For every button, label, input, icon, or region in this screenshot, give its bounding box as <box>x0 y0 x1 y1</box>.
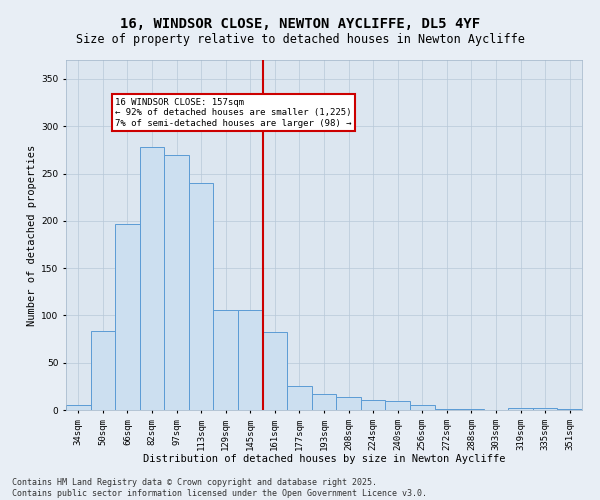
Bar <box>312 394 336 410</box>
Bar <box>238 310 263 410</box>
Bar <box>557 409 582 410</box>
Bar <box>115 224 140 410</box>
Text: 16, WINDSOR CLOSE, NEWTON AYCLIFFE, DL5 4YF: 16, WINDSOR CLOSE, NEWTON AYCLIFFE, DL5 … <box>120 18 480 32</box>
Bar <box>385 400 410 410</box>
Bar <box>66 406 91 410</box>
Bar <box>459 409 484 410</box>
Text: Contains HM Land Registry data © Crown copyright and database right 2025.
Contai: Contains HM Land Registry data © Crown c… <box>12 478 427 498</box>
Bar <box>361 400 385 410</box>
Bar <box>91 330 115 410</box>
Bar <box>336 397 361 410</box>
Text: 16 WINDSOR CLOSE: 157sqm
← 92% of detached houses are smaller (1,225)
7% of semi: 16 WINDSOR CLOSE: 157sqm ← 92% of detach… <box>115 98 352 128</box>
Bar <box>263 332 287 410</box>
Bar <box>164 154 189 410</box>
Bar <box>140 147 164 410</box>
X-axis label: Distribution of detached houses by size in Newton Aycliffe: Distribution of detached houses by size … <box>143 454 505 464</box>
Bar <box>287 386 312 410</box>
Bar <box>214 310 238 410</box>
Bar <box>434 409 459 410</box>
Bar <box>533 408 557 410</box>
Text: Size of property relative to detached houses in Newton Aycliffe: Size of property relative to detached ho… <box>76 32 524 46</box>
Bar <box>189 183 214 410</box>
Bar <box>508 408 533 410</box>
Y-axis label: Number of detached properties: Number of detached properties <box>27 144 37 326</box>
Bar <box>410 406 434 410</box>
